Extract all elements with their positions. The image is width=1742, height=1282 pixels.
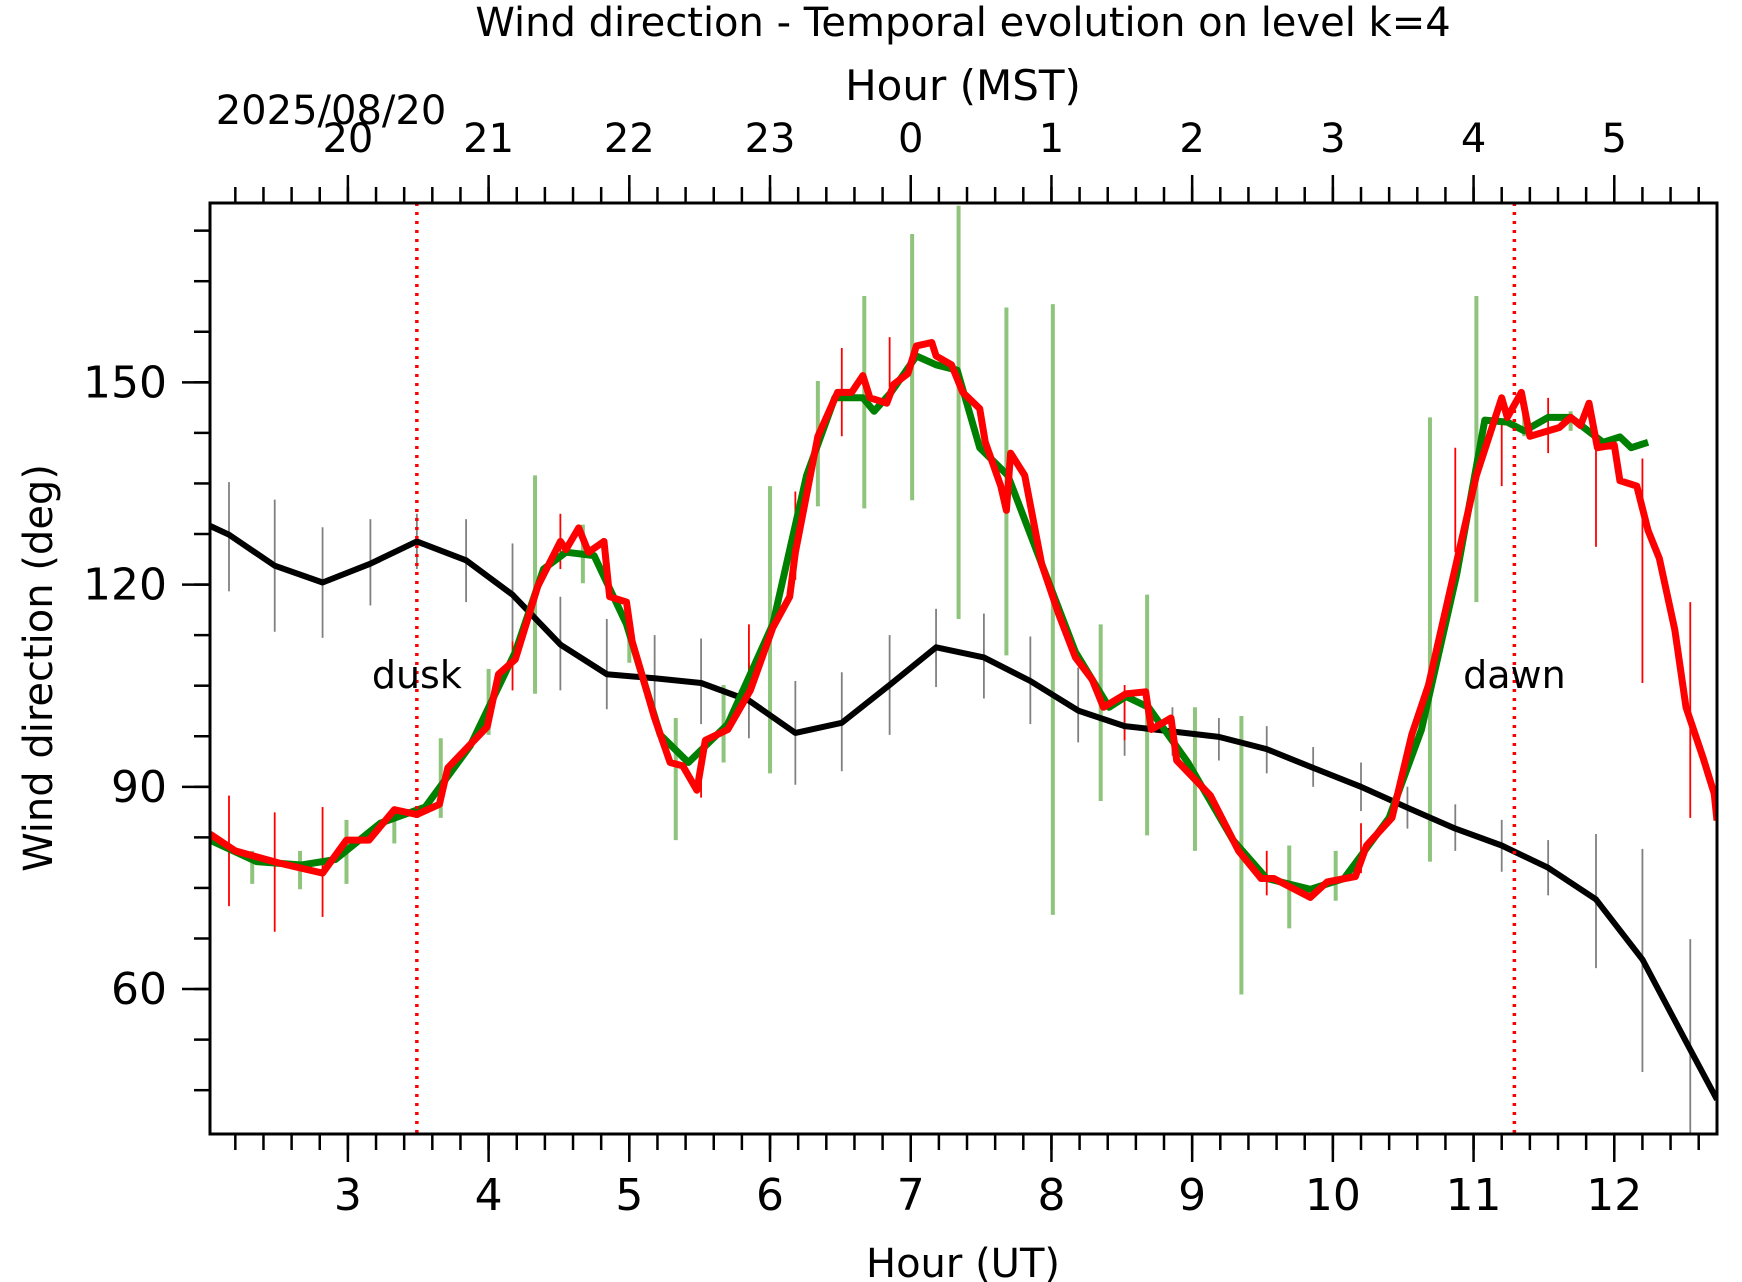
data-line	[210, 523, 1717, 1102]
x2-axis-label: Hour (MST)	[845, 61, 1081, 110]
chart-title: Wind direction - Temporal evolution on l…	[475, 0, 1450, 46]
x-tick-label: 9	[1178, 1170, 1206, 1221]
x2-date: 2025/08/20	[216, 88, 447, 134]
x-tick-label: 4	[475, 1170, 503, 1221]
reference-label: dawn	[1463, 653, 1566, 697]
x2-tick-label: 4	[1461, 116, 1486, 162]
y-tick-label: 90	[111, 762, 167, 813]
x2-tick-label: 22	[604, 116, 655, 162]
x2-tick-label: 21	[463, 116, 514, 162]
reference-label: dusk	[372, 653, 462, 697]
x-tick-label: 7	[897, 1170, 925, 1221]
y-tick-label: 60	[111, 964, 167, 1015]
x-axis-label: Hour (UT)	[866, 1241, 1060, 1282]
x-tick-label: 8	[1037, 1170, 1065, 1221]
x-tick-label: 10	[1305, 1170, 1361, 1221]
x2-tick-label: 0	[898, 116, 923, 162]
x2-tick-label: 20	[322, 116, 373, 162]
x2-tick-label: 1	[1039, 116, 1064, 162]
y-tick-label: 120	[83, 560, 167, 611]
data-line	[210, 339, 1717, 901]
x-tick-label: 11	[1446, 1170, 1502, 1221]
x2-tick-label: 3	[1320, 116, 1345, 162]
y-axis-label: Wind direction (deg)	[16, 464, 62, 872]
x2-tick-label: 23	[745, 116, 796, 162]
x-tick-label: 6	[756, 1170, 784, 1221]
y-tick-label: 150	[83, 357, 167, 408]
x2-tick-label: 5	[1602, 116, 1627, 162]
x-tick-label: 12	[1586, 1170, 1642, 1221]
plot-area	[210, 205, 1717, 1134]
x-tick-label: 5	[615, 1170, 643, 1221]
plot-frame	[208, 201, 1719, 1136]
x2-tick-label: 2	[1179, 116, 1204, 162]
x-tick-label: 3	[334, 1170, 362, 1221]
